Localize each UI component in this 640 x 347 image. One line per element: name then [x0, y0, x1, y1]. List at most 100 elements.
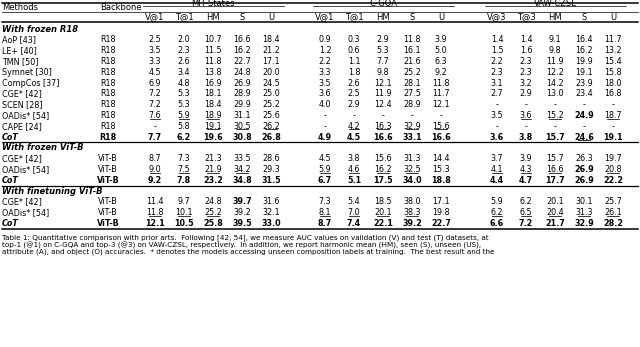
Text: 23.2: 23.2 — [203, 176, 223, 185]
Text: 34.0: 34.0 — [402, 176, 422, 185]
Text: 12.1: 12.1 — [145, 219, 165, 228]
Text: 26.9: 26.9 — [233, 78, 251, 87]
Text: 25.6: 25.6 — [262, 111, 280, 120]
Text: 5.3: 5.3 — [377, 46, 389, 55]
Text: 34.8: 34.8 — [232, 176, 252, 185]
Text: 3.1: 3.1 — [491, 78, 503, 87]
Text: 31.5: 31.5 — [261, 176, 281, 185]
Text: 3.2: 3.2 — [520, 78, 532, 87]
Text: -: - — [582, 122, 586, 131]
Text: 20.1: 20.1 — [374, 208, 392, 217]
Text: 1.1: 1.1 — [348, 57, 360, 66]
Text: 4.6: 4.6 — [348, 165, 360, 174]
Text: 13.2: 13.2 — [604, 46, 622, 55]
Text: 16.2: 16.2 — [575, 46, 593, 55]
Text: 25.8: 25.8 — [203, 219, 223, 228]
Text: 4.7: 4.7 — [519, 176, 533, 185]
Text: 6.2: 6.2 — [491, 208, 503, 217]
Text: 26.9: 26.9 — [574, 176, 594, 185]
Text: 29.3: 29.3 — [262, 165, 280, 174]
Text: 38.0: 38.0 — [403, 197, 420, 206]
Text: AoP [43]: AoP [43] — [2, 35, 36, 44]
Text: 6.3: 6.3 — [435, 57, 447, 66]
Text: R18: R18 — [99, 133, 116, 142]
Text: 33.5: 33.5 — [233, 154, 251, 163]
Text: 3.5: 3.5 — [491, 111, 503, 120]
Text: 19.1: 19.1 — [603, 133, 623, 142]
Text: 2.3: 2.3 — [520, 68, 532, 77]
Text: -: - — [381, 111, 385, 120]
Text: R18: R18 — [100, 46, 116, 55]
Text: With frozen ViT-B: With frozen ViT-B — [2, 143, 83, 152]
Text: 24.6: 24.6 — [574, 133, 594, 142]
Text: 31.3: 31.3 — [575, 208, 593, 217]
Text: 5.1: 5.1 — [347, 176, 361, 185]
Text: 26.1: 26.1 — [604, 208, 622, 217]
Text: 25.0: 25.0 — [262, 89, 280, 98]
Text: 9.2: 9.2 — [435, 68, 447, 77]
Text: 9.2: 9.2 — [148, 176, 162, 185]
Text: 16.8: 16.8 — [604, 89, 621, 98]
Text: 3.6: 3.6 — [319, 89, 332, 98]
Text: ViT-B: ViT-B — [98, 165, 118, 174]
Text: 0.6: 0.6 — [348, 46, 360, 55]
Text: 19.8: 19.8 — [432, 208, 450, 217]
Text: 17.1: 17.1 — [262, 57, 280, 66]
Text: 3.6: 3.6 — [520, 111, 532, 120]
Text: U: U — [438, 12, 444, 22]
Text: 15.6: 15.6 — [374, 154, 392, 163]
Text: 9.8: 9.8 — [548, 46, 561, 55]
Text: R18: R18 — [100, 100, 116, 109]
Text: 2.5: 2.5 — [148, 35, 161, 44]
Text: 19.1: 19.1 — [575, 68, 593, 77]
Text: 8.1: 8.1 — [319, 208, 332, 217]
Text: 12.2: 12.2 — [546, 68, 564, 77]
Text: -: - — [525, 100, 527, 109]
Text: 24.5: 24.5 — [262, 78, 280, 87]
Text: 1.4: 1.4 — [491, 35, 503, 44]
Text: 28.6: 28.6 — [262, 154, 280, 163]
Text: 4.3: 4.3 — [520, 165, 532, 174]
Text: ViT-B: ViT-B — [97, 219, 120, 228]
Text: 6.2: 6.2 — [520, 197, 532, 206]
Text: 4.5: 4.5 — [347, 133, 361, 142]
Text: 33.0: 33.0 — [261, 219, 281, 228]
Text: 28.2: 28.2 — [603, 219, 623, 228]
Text: 20.8: 20.8 — [604, 165, 622, 174]
Text: 4.4: 4.4 — [490, 176, 504, 185]
Text: 4.9: 4.9 — [318, 133, 332, 142]
Text: 17.5: 17.5 — [373, 176, 393, 185]
Text: VAW-CZSL: VAW-CZSL — [534, 0, 577, 8]
Text: 14.2: 14.2 — [546, 78, 564, 87]
Text: OADis* [54]: OADis* [54] — [2, 208, 49, 217]
Text: 9.0: 9.0 — [148, 165, 161, 174]
Text: 1.8: 1.8 — [348, 68, 360, 77]
Text: 16.6: 16.6 — [233, 35, 251, 44]
Text: 22.1: 22.1 — [373, 219, 393, 228]
Text: 19.6: 19.6 — [203, 133, 223, 142]
Text: 2.3: 2.3 — [178, 46, 190, 55]
Text: 5.9: 5.9 — [178, 111, 190, 120]
Text: 25.2: 25.2 — [262, 100, 280, 109]
Text: 7.4: 7.4 — [347, 219, 361, 228]
Text: 3.8: 3.8 — [519, 133, 533, 142]
Text: 15.7: 15.7 — [546, 154, 564, 163]
Text: 21.9: 21.9 — [204, 165, 222, 174]
Text: HM: HM — [206, 12, 220, 22]
Text: 21.2: 21.2 — [262, 46, 280, 55]
Text: V@1: V@1 — [145, 12, 164, 22]
Text: 21.3: 21.3 — [204, 154, 222, 163]
Text: 26.9: 26.9 — [574, 165, 594, 174]
Text: 11.8: 11.8 — [403, 35, 420, 44]
Text: 2.9: 2.9 — [376, 35, 389, 44]
Text: 13.8: 13.8 — [204, 68, 221, 77]
Text: TMN [50]: TMN [50] — [2, 57, 38, 66]
Text: 25.2: 25.2 — [204, 208, 222, 217]
Text: 2.0: 2.0 — [178, 35, 190, 44]
Text: LE+ [40]: LE+ [40] — [2, 46, 37, 55]
Text: MIT-States: MIT-States — [191, 0, 235, 8]
Text: top-1 (@1) on C-GQA and top-3 (@3) on VAW-CZSL, respectively.  In addition, we r: top-1 (@1) on C-GQA and top-3 (@3) on VA… — [2, 241, 481, 248]
Text: 7.3: 7.3 — [178, 154, 190, 163]
Text: 1.6: 1.6 — [520, 46, 532, 55]
Text: 16.1: 16.1 — [403, 46, 420, 55]
